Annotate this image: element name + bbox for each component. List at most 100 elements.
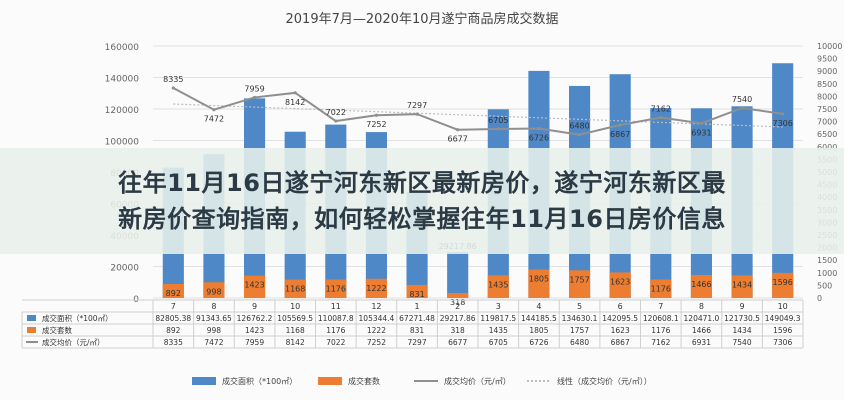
line-price-label: 7959: [244, 84, 264, 93]
line-price-label: 6726: [529, 134, 549, 143]
table-cell: 120608.1: [643, 314, 679, 323]
table-cell: 1176: [326, 326, 345, 335]
bar-units-label: 1222: [366, 284, 386, 293]
table-cell: 6867: [611, 338, 630, 347]
table-cell: 1466: [692, 326, 711, 335]
table-row-header: 成交均价（元/㎡）: [42, 337, 105, 347]
line-price-point: [537, 126, 541, 131]
y-right-tick-label: 1500: [817, 256, 837, 265]
bar-units-label: 1434: [732, 280, 752, 289]
y-right-tick-label: 9500: [817, 55, 837, 64]
table-cell: 149049.3: [765, 314, 801, 323]
x-tick-label: 8: [211, 302, 216, 311]
table-cell: 998: [207, 326, 222, 335]
bar-units-label: 1176: [651, 284, 671, 293]
legend-swatch: [318, 377, 342, 385]
headline-banner: 往年11月16日遂宁河东新区最新房价，遂宁河东新区最 新房价查询指南，如何轻松掌…: [0, 148, 844, 254]
bar-units-label: 831: [409, 290, 424, 299]
x-tick-label: 10: [290, 302, 300, 311]
y-left-tick-label: 20000: [110, 264, 139, 274]
line-price-point: [293, 91, 297, 95]
bar-units-label: 1466: [691, 280, 711, 289]
bar-units: [772, 272, 794, 298]
bar-units-label: 1623: [610, 277, 630, 286]
line-price: [172, 87, 783, 136]
table-cell: 7252: [367, 338, 386, 347]
y-left-tick-label: 160000: [105, 43, 140, 53]
bar-units-label: 1168: [285, 285, 305, 294]
line-price-point: [334, 119, 338, 123]
x-tick-label: 4: [536, 302, 541, 311]
headline-line-2: 新房价查询指南，如何轻松掌握往年11月16日房价信息: [118, 205, 726, 233]
bar-units-label: 1757: [569, 275, 589, 284]
y-right-tick-label: 1000: [817, 269, 837, 278]
line-price-label: 6705: [488, 116, 508, 125]
line-price-label: 7162: [651, 105, 671, 114]
bar-units-label: 1596: [773, 278, 793, 287]
bar-units: [690, 274, 712, 298]
bar-units: [447, 292, 469, 298]
line-price-label: 6677: [448, 135, 468, 144]
line-price-label: 8142: [285, 98, 305, 107]
table-cell: 126762.2: [237, 314, 273, 323]
table-cell: 7162: [651, 338, 670, 347]
table-cell: 6480: [570, 338, 589, 347]
line-price-label: 7297: [407, 101, 427, 110]
x-tick-label: 3: [496, 302, 501, 311]
y-right-tick-label: 8000: [817, 92, 837, 101]
line-price-label: 7472: [204, 115, 224, 124]
x-tick-label: 9: [740, 302, 745, 311]
table-cell: 6677: [448, 338, 467, 347]
legend-swatch: [192, 377, 216, 385]
table-cell: 1168: [286, 326, 305, 335]
table-cell: 82805.38: [155, 314, 191, 323]
table-cell: 142095.5: [602, 314, 638, 323]
line-price-label: 6480: [569, 122, 589, 131]
line-price-label: 7252: [366, 120, 386, 129]
bar-units-label: 1805: [529, 275, 549, 284]
bar-units: [406, 284, 428, 298]
table-cell: 120471.0: [684, 314, 720, 323]
table-cell: 1222: [367, 326, 386, 335]
table-cell: 6726: [529, 338, 548, 347]
table-row-swatch: [27, 327, 36, 333]
line-price-point: [659, 115, 663, 120]
table-row-swatch: [27, 315, 36, 321]
table-cell: 121730.5: [724, 314, 760, 323]
x-tick-label: 2: [455, 302, 460, 311]
table-cell: 67271.48: [399, 314, 435, 323]
table-cell: 7472: [204, 338, 223, 347]
table-cell: 1434: [733, 326, 752, 335]
x-tick-label: 1: [415, 302, 420, 311]
table-cell: 105569.5: [277, 314, 313, 323]
table-cell: 318: [451, 326, 466, 335]
bar-units-label: 1435: [488, 280, 508, 289]
chart-title: 2019年7月—2020年10月遂宁商品房成交数据: [286, 11, 559, 27]
x-tick-label: 5: [577, 302, 582, 311]
x-tick-label: 11: [331, 302, 341, 311]
bar-units: [569, 270, 591, 298]
table-row-header: 成交套数: [42, 325, 72, 335]
table-cell: 892: [166, 326, 181, 335]
y-right-tick-label: 7000: [817, 118, 837, 127]
y-left-tick-label: 120000: [105, 106, 140, 116]
line-price-point: [415, 112, 419, 116]
legend-label: 成交均价（元/㎡）: [444, 376, 511, 386]
trendline: [173, 103, 783, 128]
y-left-tick-label: 140000: [105, 75, 140, 85]
table-cell: 7022: [326, 338, 345, 347]
line-price-point: [212, 108, 216, 112]
table-cell: 6705: [489, 338, 508, 347]
table-cell: 6931: [692, 338, 711, 347]
y-right-tick-label: 7500: [817, 105, 837, 114]
table-cell: 1176: [651, 326, 670, 335]
y-right-tick-label: 6000: [817, 143, 837, 152]
bar-units: [365, 278, 387, 298]
table-cell: 144185.5: [521, 314, 557, 323]
headline-line-1: 往年11月16日遂宁河东新区最新房价，遂宁河东新区最: [118, 169, 726, 197]
legend-label: 成交面积（*100㎡）: [222, 376, 297, 386]
table-cell: 110087.8: [318, 314, 354, 323]
table-cell: 1805: [529, 326, 548, 335]
bar-units: [528, 269, 550, 298]
